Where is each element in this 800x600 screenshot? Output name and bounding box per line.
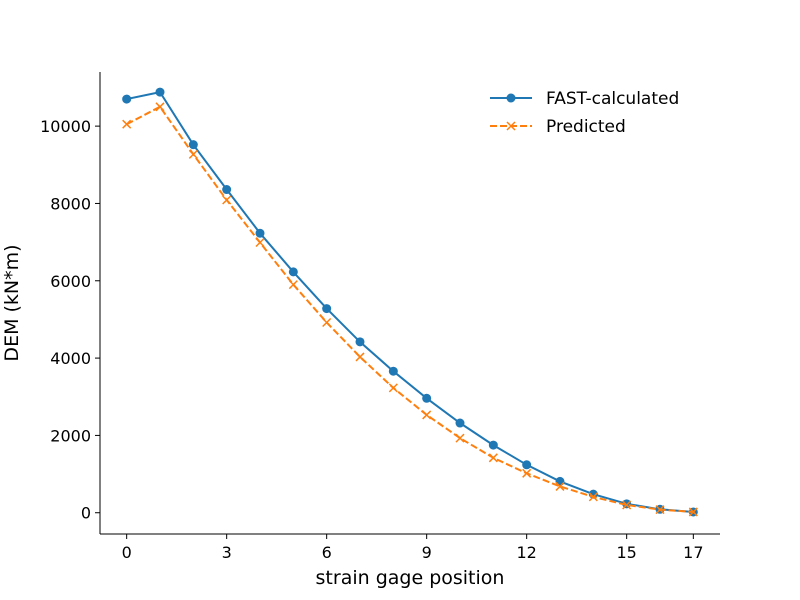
x-tick-label: 12 <box>516 543 536 562</box>
x-tick-label: 9 <box>422 543 432 562</box>
x-tick-label: 0 <box>122 543 132 562</box>
legend-marker-fast-calculated <box>506 93 516 103</box>
data-point-predicted <box>155 102 165 112</box>
data-point-predicted <box>555 481 565 491</box>
data-point-fast-calculated <box>522 460 532 470</box>
series-line-fast-calculated <box>126 90 694 513</box>
axes <box>99 72 720 535</box>
data-point-predicted <box>255 237 265 248</box>
x-ticks: 0 3 6 9 12 15 17 <box>122 534 704 562</box>
series-fast-calculated <box>122 87 698 517</box>
legend-label-fast-calculated: FAST-calculated <box>546 89 679 109</box>
data-point-fast-calculated <box>355 337 365 347</box>
x-tick-label: 15 <box>616 543 636 562</box>
x-tick-label: 6 <box>322 543 332 562</box>
data-point-fast-calculated <box>388 366 398 376</box>
y-tick-label: 0 <box>81 504 91 523</box>
data-point-predicted <box>355 352 365 362</box>
y-tick-label: 8000 <box>50 194 91 213</box>
x-tick-label: 3 <box>222 543 232 562</box>
y-ticks: 0 2000 4000 6000 8000 10000 <box>40 117 100 523</box>
data-point-fast-calculated <box>255 228 265 238</box>
legend-label-predicted: Predicted <box>546 117 626 137</box>
data-point-predicted <box>422 410 432 420</box>
data-point-fast-calculated <box>455 418 465 428</box>
data-point-predicted <box>622 500 632 510</box>
data-point-predicted <box>388 383 398 393</box>
data-point-predicted <box>222 195 232 205</box>
data-point-predicted <box>522 468 532 478</box>
data-point-fast-calculated <box>188 140 198 150</box>
y-tick-label: 10000 <box>40 117 91 136</box>
data-point-fast-calculated <box>155 87 165 97</box>
y-tick-label: 6000 <box>50 272 91 291</box>
data-point-fast-calculated <box>288 267 298 277</box>
data-point-predicted <box>588 492 598 502</box>
x-tick-label: 17 <box>683 543 703 562</box>
y-axis-title: DEM (kN*m) <box>1 244 23 361</box>
y-tick-label: 2000 <box>50 426 91 445</box>
series-layer <box>122 87 698 517</box>
data-point-predicted <box>122 119 132 129</box>
data-point-predicted <box>688 507 698 517</box>
data-point-predicted <box>488 453 498 463</box>
data-point-fast-calculated <box>422 393 432 403</box>
data-point-fast-calculated <box>222 185 232 195</box>
data-point-predicted <box>455 433 465 443</box>
data-point-predicted <box>655 505 665 515</box>
legend-entry-predicted: Predicted <box>490 117 626 137</box>
x-axis-title: strain gage position <box>316 567 505 589</box>
data-point-predicted <box>288 280 298 290</box>
data-point-fast-calculated <box>122 94 132 104</box>
legend-entry-fast-calculated: FAST-calculated <box>490 89 679 109</box>
data-point-fast-calculated <box>322 304 332 314</box>
data-point-predicted <box>322 317 332 328</box>
series-line-predicted <box>126 105 694 513</box>
legend: FAST-calculated Predicted <box>490 89 679 137</box>
data-point-predicted <box>188 149 198 159</box>
legend-marker-predicted <box>506 121 516 131</box>
y-tick-label: 4000 <box>50 349 91 368</box>
series-predicted <box>122 102 698 517</box>
data-point-fast-calculated <box>488 440 498 450</box>
